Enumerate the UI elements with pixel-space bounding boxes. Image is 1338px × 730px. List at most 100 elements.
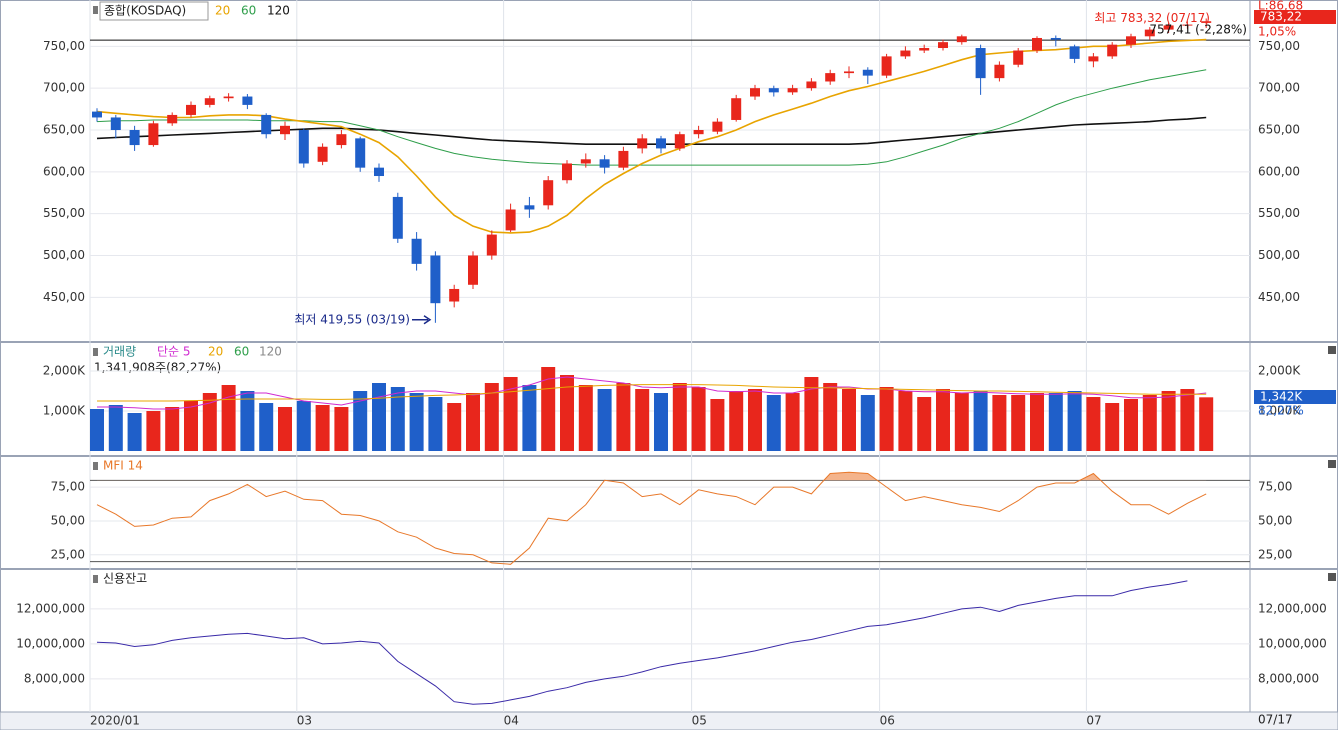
annotation-price-line: 757,41 (-2,28%) [1149, 23, 1247, 37]
last-price: 783,22 [1260, 10, 1302, 24]
volume-bar [578, 385, 593, 451]
candle-body [524, 205, 535, 210]
close-button[interactable] [1328, 573, 1336, 581]
x-tick-label: 04 [504, 714, 519, 728]
candle-body [1144, 29, 1155, 37]
candle-body [468, 255, 478, 285]
y-tick-label: 450,00 [43, 290, 85, 304]
volume-bar [409, 393, 424, 451]
panel-title: 거래량 [103, 345, 136, 359]
y-tick-label-right: 12,000,000 [1258, 601, 1327, 615]
candle-body [900, 50, 911, 57]
volume-bar [541, 367, 556, 451]
volume-bar [1124, 399, 1138, 451]
legend-entry: 20 [208, 345, 223, 359]
volume-bar [936, 389, 950, 451]
candle-body [430, 255, 441, 304]
panel-title: 신용잔고 [103, 572, 147, 586]
volume-bar [879, 387, 894, 451]
panel-icon [93, 575, 98, 583]
candle-body [223, 96, 234, 99]
volume-average-line [97, 384, 1207, 402]
volume-bar [108, 405, 123, 451]
volume-bar [954, 393, 969, 451]
y-tick-label-right: 50,00 [1258, 513, 1292, 527]
volume-bar [766, 395, 781, 451]
legend-entry: 60 [234, 345, 249, 359]
candle-body [1182, 24, 1193, 26]
y-tick-label-right: 550,00 [1258, 206, 1300, 220]
candle-body [1163, 25, 1174, 30]
y-tick-label: 650,00 [43, 123, 85, 137]
candle-body [1050, 37, 1061, 40]
volume-bar [729, 391, 744, 451]
volume-bar [842, 389, 856, 451]
candle-body [543, 180, 554, 206]
panel-icon [93, 462, 98, 470]
candle-body [975, 48, 986, 79]
panel-icon [93, 348, 98, 356]
volume-bar [221, 385, 236, 451]
volume-bar [860, 395, 875, 451]
y-tick-label-right: 75,00 [1258, 480, 1292, 494]
indicator-line [96, 580, 1188, 705]
last-volume-badge [1254, 390, 1336, 404]
volume-bar [748, 389, 762, 451]
candle-body [392, 196, 403, 239]
change-label: 1,05% [1258, 25, 1296, 39]
volume-bar [654, 393, 668, 451]
panel-separator [0, 455, 1338, 457]
candle-body [92, 111, 102, 118]
candle-body [580, 159, 591, 164]
volume-bar [691, 387, 706, 451]
x-tick-label: 07 [1086, 714, 1101, 728]
candle-body [825, 73, 836, 82]
x-tick-label: 06 [880, 714, 895, 728]
volume-bar [1030, 393, 1044, 451]
y-tick-label-right: 750,00 [1258, 39, 1300, 53]
volume-bar [597, 389, 612, 451]
candle-body [618, 150, 629, 168]
y-tick-label-right: 8,000,000 [1258, 671, 1319, 685]
x-end-label: 07/17 [1258, 713, 1293, 727]
volume-bar [973, 391, 988, 451]
y-tick-label: 500,00 [43, 248, 85, 262]
volume-bar [334, 407, 349, 451]
x-tick-label: 03 [297, 714, 312, 728]
candle-body [1032, 37, 1042, 51]
y-tick-label-right: 500,00 [1258, 248, 1300, 262]
volume-bar [992, 395, 1007, 451]
candle-body [674, 134, 685, 149]
candle-body [505, 209, 516, 231]
candle-body [374, 167, 384, 177]
y-tick-label: 1,000K [43, 404, 86, 418]
candle-body [693, 130, 704, 135]
candle-body [768, 88, 779, 93]
candle-body [637, 138, 648, 149]
candle-body [956, 36, 967, 43]
legend-entry: 20 [215, 4, 230, 18]
last-price-badge [1254, 10, 1336, 24]
y-tick-label: 50,00 [51, 513, 85, 527]
candle-body [731, 98, 742, 120]
overbought-fill [97, 472, 1207, 481]
panel-icon [93, 6, 98, 14]
volume-bar [165, 407, 180, 451]
candle-body [317, 146, 328, 162]
candle-body [204, 98, 215, 105]
volume-bar [1199, 397, 1214, 451]
y-tick-label: 700,00 [43, 81, 85, 95]
annotation-low: 최저 419,55 (03/19) [294, 312, 410, 326]
x-tick-label: 05 [692, 714, 707, 728]
close-button[interactable] [1328, 460, 1336, 468]
volume-bar [1086, 397, 1101, 451]
annotation-arrow [412, 315, 432, 325]
y-tick-label: 8,000,000 [24, 671, 85, 685]
volume-bar [823, 383, 838, 451]
close-button[interactable] [1328, 346, 1336, 354]
volume-bar [184, 401, 198, 451]
candle-body [110, 117, 121, 131]
volume-bar [240, 391, 255, 451]
